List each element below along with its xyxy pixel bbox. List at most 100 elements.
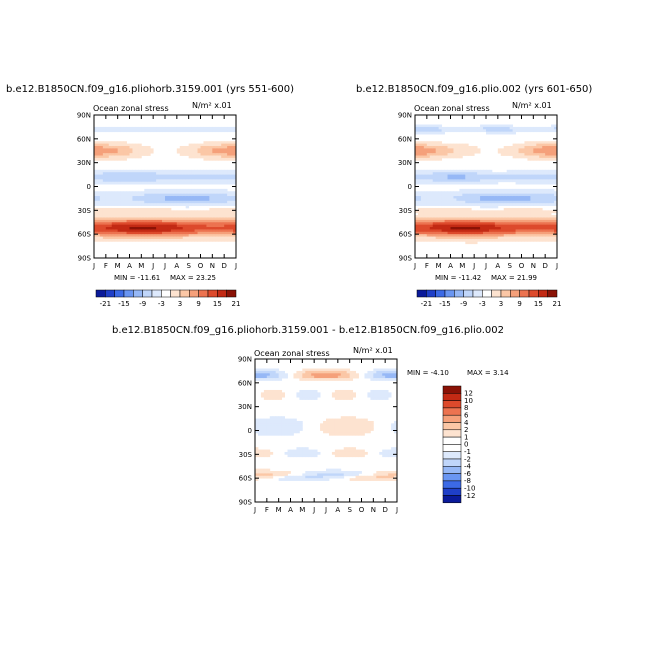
heatmap-cell [438,217,443,221]
heatmap-cell [480,205,484,209]
heatmap-cell [415,124,419,128]
heatmap-cell [539,143,543,147]
heatmap-cell [379,394,383,398]
heatmap-cell [432,238,437,242]
heatmap-cell [417,191,422,195]
x-tick-label: M [436,262,442,270]
colorbar-label: -10 [464,485,475,493]
heatmap-cell [314,375,318,379]
heatmap-cell [218,198,222,202]
heatmap-cell [494,212,499,216]
heatmap-cell [453,238,457,242]
heatmap-cell [551,203,555,206]
heatmap-cell [518,155,522,159]
heatmap-cell [227,191,231,195]
heatmap-cell [102,215,107,218]
heatmap-cell [200,176,204,180]
heatmap-cell [200,126,204,130]
heatmap-cell [162,193,166,197]
heatmap-cell [218,238,222,242]
heatmap-cell [156,236,160,240]
heatmap-cell [423,219,428,223]
heatmap-cell [415,219,419,223]
heatmap-cell [227,227,231,230]
heatmap-cell [141,181,145,185]
heatmap-cell [230,143,234,147]
heatmap-cell [385,475,389,479]
heatmap-cell [426,210,431,214]
heatmap-cell [167,169,172,173]
heatmap-cell [170,236,175,240]
heatmap-cell [456,227,460,230]
heatmap-cell [417,172,422,175]
heatmap-cell [194,150,198,154]
heatmap-cell [438,157,443,161]
heatmap-cell [191,174,195,178]
heatmap-cell [355,425,359,429]
heatmap-cell [512,238,516,242]
heatmap-cell [426,141,431,144]
y-tick-label: 60N [398,135,412,143]
heatmap-cell [474,129,478,133]
heatmap-cell [212,234,216,237]
heatmap-cell [111,217,116,221]
heatmap-cell [420,129,425,133]
heatmap-cell [263,370,268,374]
heatmap-cell [426,212,431,216]
heatmap-cell [506,148,511,152]
heatmap-cell [450,227,454,230]
heatmap-cell [518,227,522,230]
heatmap-cell [281,394,285,398]
heatmap-cell [518,198,522,202]
colorbar-swatch [500,289,511,298]
heatmap-cell [423,143,428,147]
heatmap-cell [135,219,139,223]
heatmap-cell [486,169,490,173]
heatmap-cell [179,150,184,154]
heatmap-cell [480,126,484,130]
heatmap-cell [509,131,514,135]
heatmap-cell [471,227,475,230]
heatmap-cell [355,375,359,379]
heatmap-cell [488,179,493,183]
heatmap-cell [337,473,342,477]
heatmap-cell [480,129,484,133]
heatmap-cell [536,148,540,152]
heatmap-cell [212,212,216,216]
heatmap-cell [542,198,546,202]
heatmap-cell [530,210,534,214]
heatmap-cell [435,150,440,154]
heatmap-cell [153,224,157,228]
heatmap-cell [203,203,207,206]
heatmap-cell [450,234,454,237]
heatmap-cell [167,215,172,218]
heatmap-cell [509,238,514,242]
heatmap-cell [150,229,154,233]
heatmap-cell [96,196,101,199]
heatmap-cell [527,238,531,242]
heatmap-cell [337,375,342,379]
heatmap-cell [382,449,386,453]
heatmap-cell [539,181,543,185]
heatmap-cell [554,217,558,221]
heatmap-cell [515,210,519,214]
heatmap-cell [144,212,148,216]
heatmap-cell [200,222,204,226]
heatmap-cell [138,148,142,152]
colorbar-swatch [442,429,462,438]
heatmap-cell [468,129,472,133]
x-tick-label: A [174,262,179,270]
heatmap-cell [215,148,219,152]
heatmap-cell [129,148,133,152]
heatmap-cell [218,176,222,180]
heatmap-cell [156,215,160,218]
heatmap-cell [263,454,268,458]
heatmap-cell [453,181,457,185]
heatmap-cell [548,126,552,130]
heatmap-cell [349,428,354,431]
heatmap-cell [444,145,448,149]
heatmap-cell [435,174,440,178]
heatmap-cell [230,174,234,178]
heatmap-cell [385,394,389,398]
heatmap-cell [480,191,484,195]
